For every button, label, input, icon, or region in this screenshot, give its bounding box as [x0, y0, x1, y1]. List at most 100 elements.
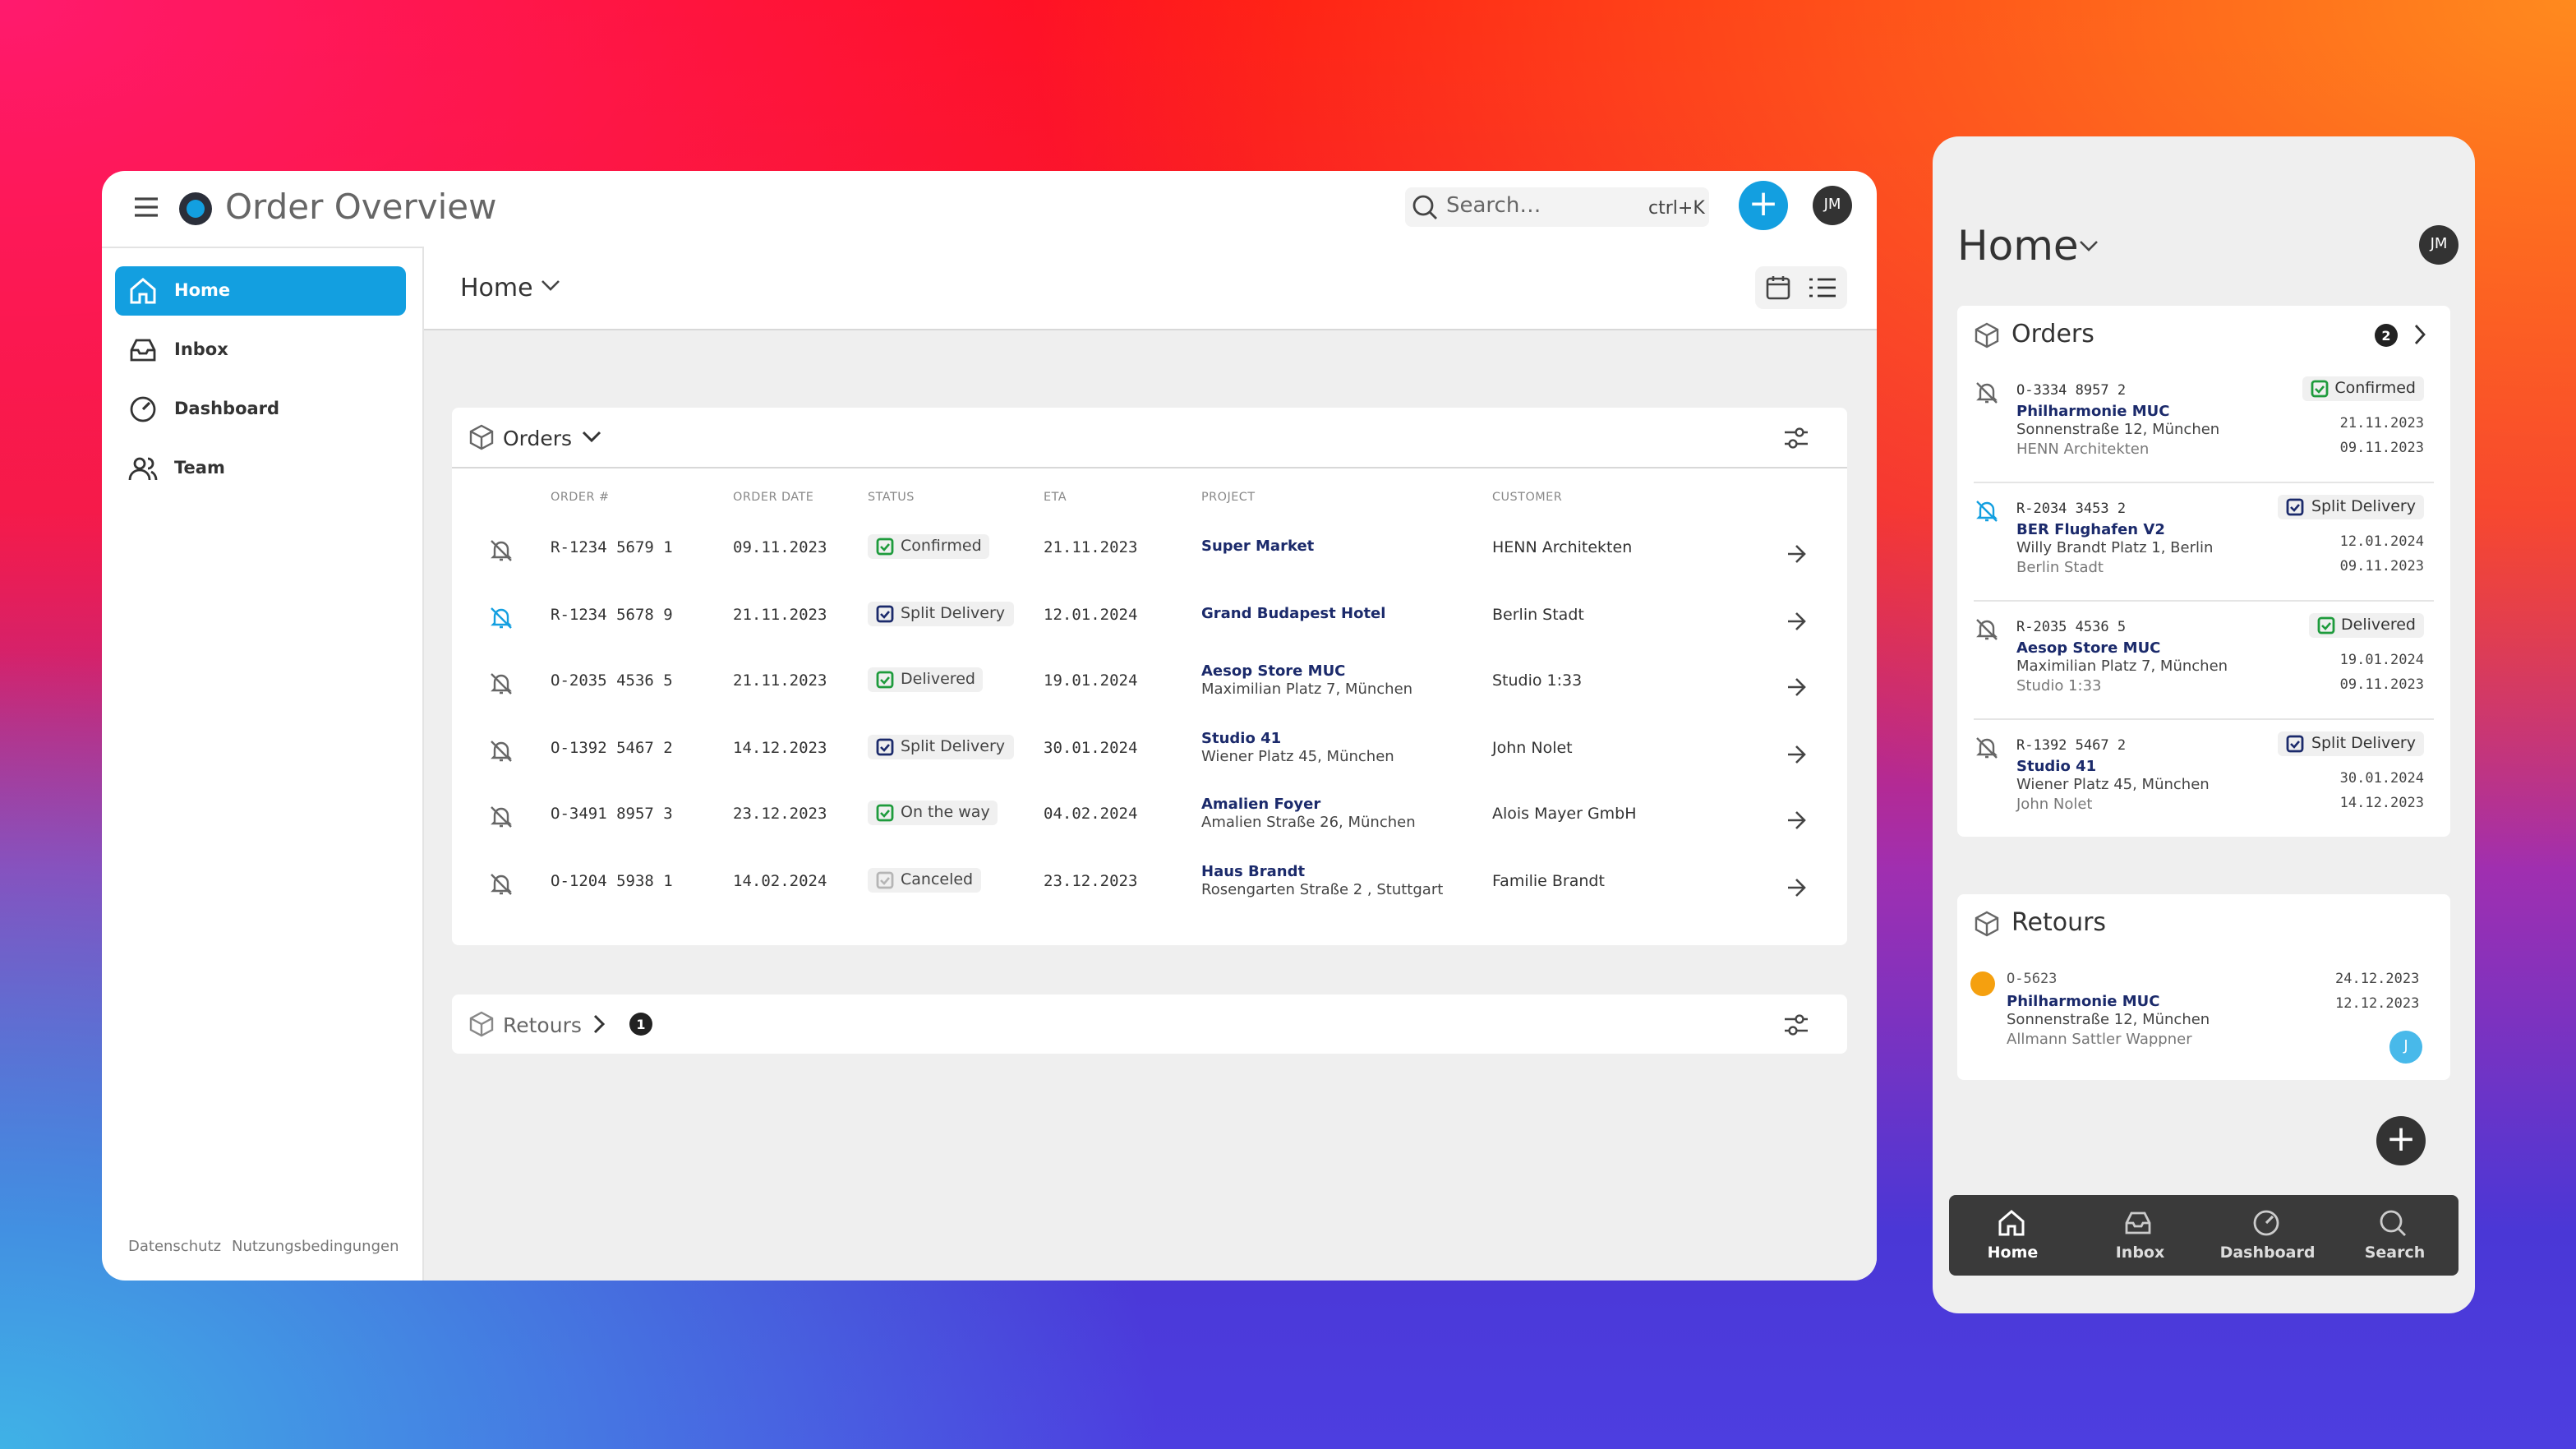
add-button[interactable]: + — [2376, 1116, 2426, 1165]
icon — [128, 457, 158, 481]
order-number: R-1234 5678 9 — [551, 606, 673, 624]
notification-toggle[interactable] — [490, 538, 513, 569]
icon — [1976, 382, 1998, 404]
order-date: 21.11.2023 — [733, 672, 827, 690]
eta: 21.11.2023 — [2339, 416, 2424, 432]
order-number: R-2034 3453 2 — [2016, 501, 2127, 518]
eta: 19.01.2024 — [1044, 672, 1138, 690]
project: BER Flughafen V2 — [2016, 523, 2165, 539]
icon — [2316, 616, 2334, 635]
date: 14.12.2023 — [2339, 796, 2424, 812]
open-button[interactable] — [1786, 539, 1806, 570]
notification-toggle[interactable] — [490, 737, 513, 768]
box-icon — [469, 424, 494, 450]
nav-item[interactable]: Home — [115, 266, 406, 316]
order-number: O-1392 5467 2 — [551, 739, 673, 757]
notification-toggle[interactable] — [1975, 380, 1998, 411]
add-button[interactable]: + — [1739, 181, 1788, 230]
footer-link[interactable]: Datenschutz — [128, 1239, 222, 1256]
icon — [1976, 501, 1998, 522]
list-view[interactable] — [1808, 275, 1837, 301]
notification-toggle[interactable] — [490, 604, 513, 635]
notification-toggle[interactable] — [1975, 498, 1998, 529]
breadcrumb[interactable]: Home — [460, 273, 533, 302]
filter-button[interactable] — [1783, 1013, 1809, 1037]
notification-toggle[interactable] — [490, 804, 513, 835]
chevron[interactable] — [593, 1014, 606, 1034]
address: Maximilian Platz 7, München — [1201, 682, 1413, 699]
nav-item[interactable]: Dashboard — [115, 385, 406, 434]
notification-toggle[interactable] — [490, 870, 513, 902]
icon — [130, 396, 156, 422]
app-title: Order Overview — [225, 187, 497, 227]
open-button[interactable] — [1786, 805, 1806, 837]
customer: HENN Architekten — [1492, 539, 1633, 557]
column-header: ETA — [1044, 491, 1067, 505]
customer: Allmann Sattler Wappner — [2007, 1032, 2192, 1049]
footer-link[interactable]: Nutzungsbedingungen — [232, 1239, 399, 1256]
nav-tab[interactable]: Search — [2331, 1208, 2458, 1262]
avatar[interactable]: JM — [1813, 186, 1852, 225]
status-label: Delivered — [901, 671, 975, 689]
view-toggle[interactable] — [1755, 266, 1847, 309]
nav-tab[interactable]: Inbox — [2076, 1208, 2204, 1262]
icon — [2253, 1210, 2279, 1236]
eta: 19.01.2024 — [2339, 653, 2424, 669]
status-label: On the way — [901, 804, 990, 822]
nav-label: Home — [1987, 1244, 2039, 1262]
address: Sonnenstraße 12, München — [2016, 422, 2220, 439]
filter-button[interactable] — [1783, 426, 1809, 450]
icon — [1788, 678, 1806, 696]
assignee-avatar[interactable]: J — [2389, 1031, 2422, 1064]
icon — [876, 604, 894, 622]
sub-header: Home — [424, 247, 1877, 330]
icon — [876, 737, 894, 755]
open-button[interactable] — [1786, 606, 1806, 637]
nav-item[interactable]: Team — [115, 444, 406, 493]
avatar[interactable]: JM — [2419, 225, 2458, 265]
notification-toggle[interactable] — [1975, 735, 1998, 766]
icon — [1788, 878, 1806, 896]
project: Philharmonie MUC — [2016, 404, 2170, 421]
customer: John Nolet — [1492, 739, 1573, 757]
order-number: R-2035 4536 5 — [2016, 620, 2127, 636]
nav-tab[interactable]: Dashboard — [2204, 1208, 2331, 1262]
status-pill: Split Delivery — [2278, 731, 2424, 756]
order-date: 14.02.2024 — [733, 872, 827, 890]
panel-header: Orders — [452, 408, 1847, 468]
chevron[interactable] — [2079, 240, 2099, 253]
order-number: R-1392 5467 2 — [2016, 738, 2127, 754]
project: Aesop Store MUC — [1201, 664, 1346, 681]
icon — [876, 671, 894, 689]
calendar-view[interactable] — [1765, 275, 1791, 301]
status-pill: Split Delivery — [2278, 495, 2424, 519]
divider — [1974, 600, 2434, 602]
notification-toggle[interactable] — [490, 671, 513, 702]
nav-item[interactable]: Inbox — [115, 325, 406, 375]
chevron[interactable] — [2414, 324, 2427, 345]
icon — [1976, 737, 1998, 759]
order-number: O-3334 8957 2 — [2016, 383, 2127, 399]
order-number: O-2035 4536 5 — [551, 672, 673, 690]
eta: 30.01.2024 — [1044, 739, 1138, 757]
address: Wiener Platz 45, München — [2016, 778, 2210, 794]
open-button[interactable] — [1786, 872, 1806, 903]
mobile-window: Home JM Orders 2 O-3334 8957 2 Philharmon… — [1933, 136, 2475, 1313]
open-button[interactable] — [1786, 739, 1806, 770]
notification-toggle[interactable] — [1975, 616, 1998, 648]
menu-button[interactable] — [133, 196, 159, 219]
open-button[interactable] — [1786, 672, 1806, 704]
divider — [1974, 482, 2434, 483]
date: 09.11.2023 — [2339, 677, 2424, 694]
orders-panel: Orders ORDER # ORDER DATE STATUS ETA PROJECT… — [452, 408, 1847, 945]
nav-tab[interactable]: Home — [1949, 1208, 2076, 1262]
card-title: Orders — [2011, 319, 2094, 348]
shortcut-hint: ctrl+K — [1648, 197, 1705, 219]
search-box[interactable]: Search… ctrl+K — [1405, 187, 1709, 227]
order-date: 14.12.2023 — [733, 739, 827, 757]
icon — [1788, 811, 1806, 829]
chevron[interactable] — [582, 431, 601, 444]
date: 09.11.2023 — [2339, 441, 2424, 457]
sidebar: Datenschutz Nutzungsbedingungen Home Inbo… — [102, 247, 424, 1281]
